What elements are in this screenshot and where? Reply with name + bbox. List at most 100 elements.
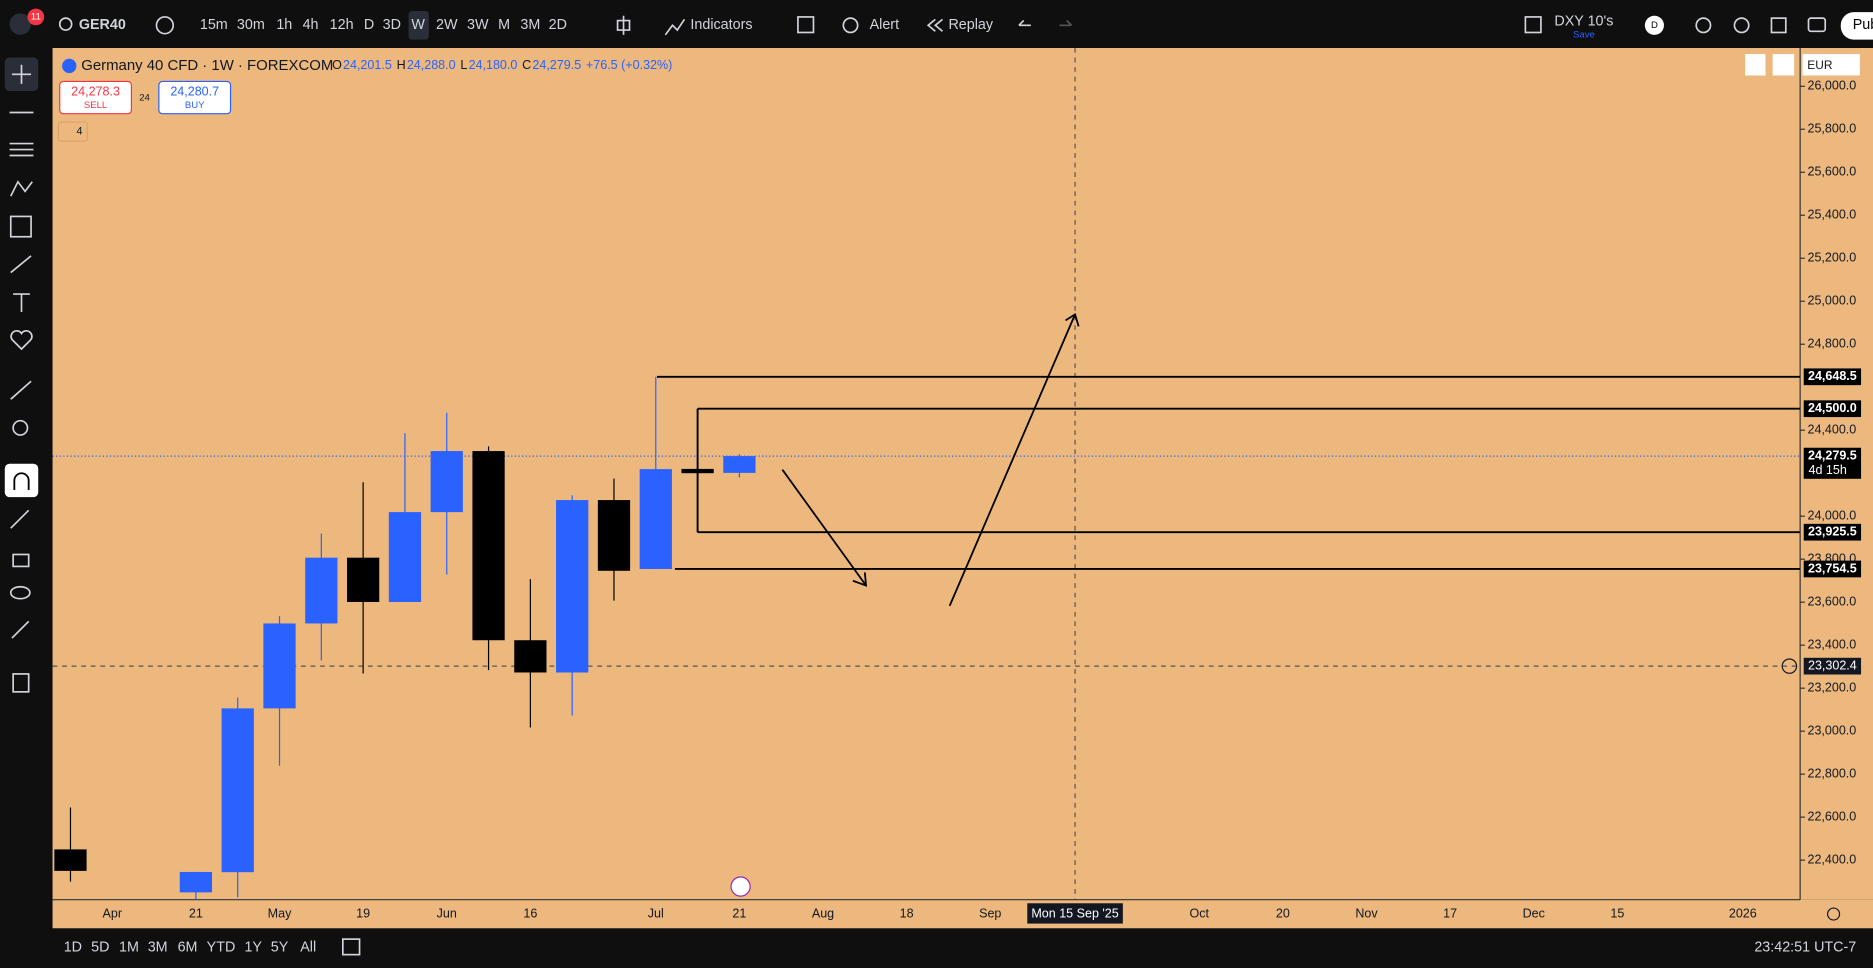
pattern-tool[interactable] (10, 180, 33, 197)
layout-icon[interactable] (1524, 16, 1542, 34)
y-tick-label: 25,600.0 (1807, 165, 1856, 179)
interval-button[interactable]: 3W (467, 17, 489, 33)
range-button[interactable]: 1D (64, 939, 82, 955)
sell-price[interactable]: 24,278.3 (71, 85, 120, 99)
level-label: 24,648.5 (1808, 369, 1857, 383)
goto-date[interactable] (341, 938, 361, 956)
avatar[interactable] (1644, 15, 1664, 35)
logo[interactable] (9, 13, 32, 35)
symbol[interactable]: GER40 (79, 17, 126, 33)
level-badge (1803, 523, 1862, 541)
autoscale-button[interactable] (1772, 53, 1795, 76)
magnet-tool[interactable] (4, 463, 39, 498)
save-label[interactable]: Save (1573, 29, 1595, 40)
event-marker[interactable] (730, 876, 751, 897)
range-button[interactable]: All (300, 939, 316, 955)
stay-drawing[interactable] (10, 509, 30, 529)
alert-icon[interactable] (842, 17, 859, 34)
lock-tool[interactable] (12, 553, 30, 568)
brush-tool[interactable] (10, 255, 32, 274)
hide-tool[interactable] (9, 585, 31, 600)
notification-badge (27, 8, 45, 26)
undo[interactable] (1018, 19, 1031, 27)
sell-label[interactable]: SELL (84, 100, 107, 111)
scroll-button[interactable] (1745, 53, 1766, 76)
interval-button[interactable]: 1h (276, 17, 292, 33)
interval-button[interactable]: 3M (520, 17, 540, 33)
publish-button[interactable] (1840, 12, 1873, 40)
ohlc-value: 24,180.0 (469, 58, 518, 72)
interval-button[interactable]: 15m (200, 17, 228, 33)
interval-button[interactable]: D (364, 17, 374, 33)
range-button[interactable]: 6M (178, 939, 198, 955)
icon-tool[interactable] (10, 330, 33, 351)
ruler-tool[interactable] (10, 380, 32, 400)
level-label: 24,500.0 (1808, 401, 1857, 415)
indicators-button[interactable]: Indicators (690, 17, 752, 33)
interval-button[interactable]: 4h (303, 17, 319, 33)
link-tool[interactable] (11, 620, 30, 639)
candle-body (179, 871, 213, 893)
up-arrow[interactable] (948, 312, 1080, 607)
down-arrow[interactable] (781, 469, 868, 587)
templates-icon[interactable] (797, 16, 815, 34)
x-tick-label: 16 (523, 906, 537, 920)
alert-button[interactable]: Alert (870, 17, 899, 33)
interval-button[interactable]: 2D (549, 17, 567, 33)
chart-type[interactable] (616, 15, 631, 35)
settings[interactable] (1733, 17, 1750, 34)
redo[interactable] (1059, 19, 1073, 27)
buy-label[interactable]: BUY (185, 100, 205, 111)
x-tick-label: 19 (356, 906, 370, 920)
buy-button[interactable] (158, 80, 232, 115)
currency-box[interactable] (1802, 53, 1860, 76)
quick-search[interactable] (1695, 17, 1712, 34)
range-button[interactable]: 5Y (271, 939, 289, 955)
snapshot[interactable] (1807, 17, 1827, 33)
range-button[interactable]: 3M (148, 939, 168, 955)
zoom-tool[interactable] (12, 419, 29, 436)
delete-tool[interactable] (12, 673, 30, 693)
buy-price[interactable]: 24,280.7 (170, 85, 219, 99)
interval-button[interactable]: 12h (330, 17, 354, 33)
x-tick-label: 21 (189, 906, 203, 920)
layout-name[interactable]: DXY 10's (1554, 14, 1613, 30)
axis-settings[interactable] (1827, 907, 1841, 921)
fullscreen[interactable] (1770, 17, 1787, 34)
text-tool[interactable] (13, 293, 30, 312)
fib-tool[interactable] (9, 142, 34, 157)
prediction-tool[interactable] (9, 215, 32, 238)
x-tick-label: 20 (1276, 906, 1290, 920)
x-tick-label: Aug (812, 906, 834, 920)
range-button[interactable]: YTD (207, 939, 236, 955)
y-tick-label: 24,400.0 (1807, 423, 1856, 437)
indicators-icon[interactable] (664, 18, 686, 36)
indicators-toggle[interactable] (57, 121, 88, 142)
search-icon[interactable] (58, 17, 73, 31)
interval-button[interactable]: M (498, 17, 510, 33)
add-alert[interactable] (1781, 658, 1798, 674)
add-symbol[interactable] (155, 16, 175, 35)
replay-icon[interactable] (926, 18, 944, 32)
clock: 23:42:51 UTC-7 (1754, 939, 1856, 955)
ohlc-value: 24,288.0 (407, 58, 456, 72)
replay-button[interactable]: Replay (948, 17, 993, 33)
interval-button[interactable]: 30m (237, 17, 265, 33)
time-axis (52, 899, 1873, 929)
range-button[interactable]: 1Y (244, 939, 262, 955)
range-button[interactable]: 1M (119, 939, 139, 955)
candle-body (221, 708, 254, 873)
currency[interactable]: EUR (1807, 58, 1833, 72)
indicator-count[interactable]: 4 (76, 125, 82, 137)
interval-button[interactable]: W (411, 17, 425, 33)
publish-label[interactable]: Pub (1853, 17, 1873, 33)
y-tick-label: 25,200.0 (1807, 251, 1856, 265)
ohlc-value: 24,201.5 (343, 58, 392, 72)
interval-button[interactable]: 2W (436, 17, 458, 33)
y-tick-label: 25,800.0 (1807, 122, 1856, 136)
x-tick-label: 18 (900, 906, 914, 920)
range-button[interactable]: 5D (91, 939, 109, 955)
interval-button[interactable]: 3D (383, 17, 401, 33)
sell-button[interactable] (59, 80, 132, 115)
y-tick-label: 23,400.0 (1807, 637, 1856, 651)
